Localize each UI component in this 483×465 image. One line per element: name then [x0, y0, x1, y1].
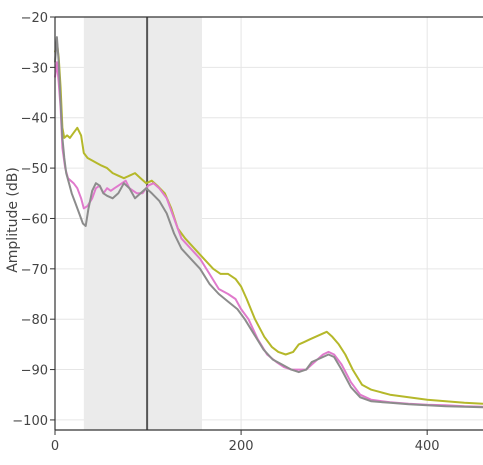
y-tick-label: −30: [21, 61, 48, 76]
y-tick-label: −90: [21, 364, 48, 379]
y-tick-label: −100: [12, 414, 48, 429]
y-axis-title: Amplitude (dB): [5, 167, 21, 273]
shaded-band: [83, 17, 203, 430]
y-tick-label: −70: [21, 263, 48, 278]
x-tick-label: 400: [415, 439, 440, 454]
y-tick-label: −40: [21, 112, 48, 127]
x-tick-label: 0: [51, 439, 59, 454]
y-tick-label: −20: [21, 11, 48, 26]
series-line-3: [54, 36, 483, 409]
series-line-1: [54, 41, 483, 405]
axes: [50, 16, 483, 435]
x-tick-label: 200: [229, 439, 254, 454]
shaded-region: [83, 17, 203, 430]
series-lines: [54, 36, 483, 409]
y-tick-label: −80: [21, 313, 48, 328]
series-line-2: [54, 61, 483, 408]
y-tick-label: −50: [21, 162, 48, 177]
y-tick-label: −60: [21, 212, 48, 227]
